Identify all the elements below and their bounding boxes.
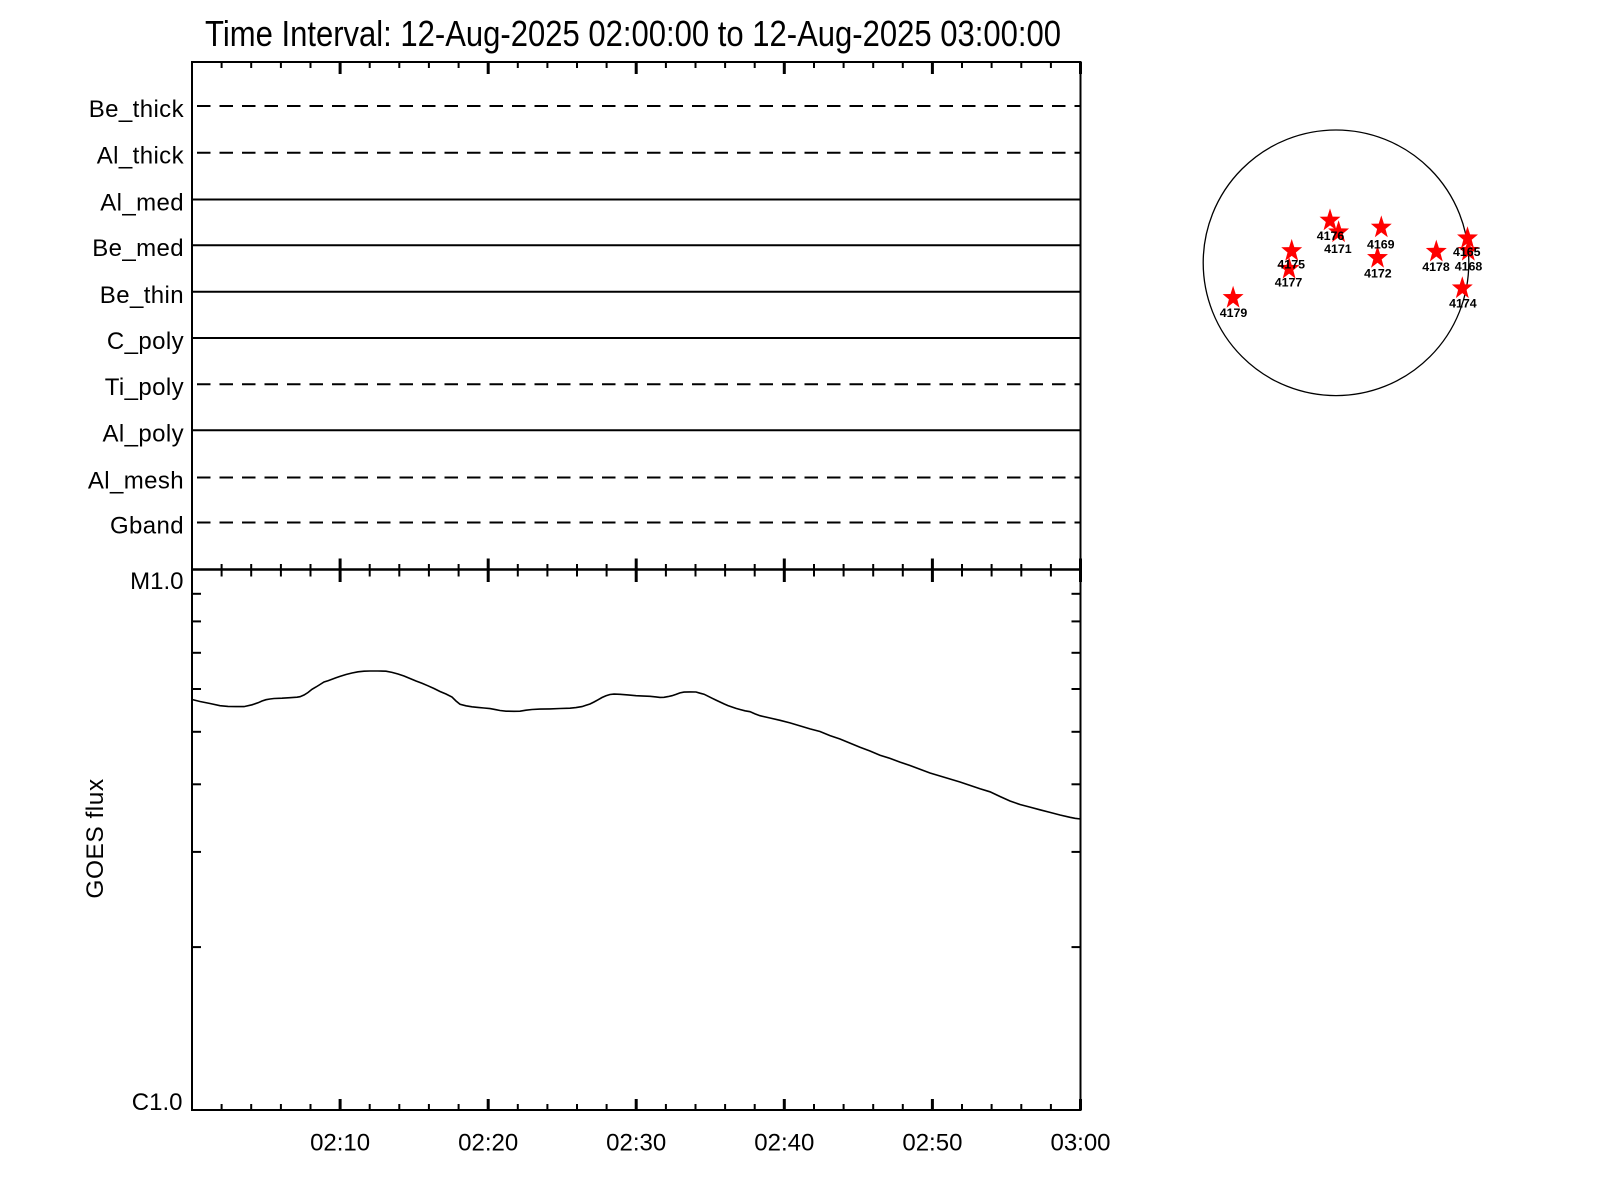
svg-text:C1.0: C1.0 [132,1089,183,1116]
svg-text:03:00: 03:00 [1050,1130,1110,1157]
svg-text:02:40: 02:40 [754,1130,814,1157]
svg-text:4174: 4174 [1449,296,1477,310]
svg-text:Be_thick: Be_thick [89,96,185,123]
svg-text:M1.0: M1.0 [130,568,183,595]
svg-text:4177: 4177 [1275,276,1303,290]
svg-text:4168: 4168 [1455,259,1483,273]
svg-text:4179: 4179 [1220,306,1248,320]
svg-text:02:30: 02:30 [606,1130,666,1157]
svg-text:Al_med: Al_med [100,190,184,217]
svg-text:Be_med: Be_med [92,235,184,262]
svg-text:4178: 4178 [1422,260,1450,274]
svg-text:GOES flux: GOES flux [82,778,109,898]
svg-text:Al_mesh: Al_mesh [88,468,184,495]
svg-text:02:50: 02:50 [902,1130,962,1157]
svg-text:Time Interval: 12-Aug-2025 02:: Time Interval: 12-Aug-2025 02:00:00 to 1… [205,15,1061,55]
svg-text:4175: 4175 [1277,258,1305,272]
svg-text:4169: 4169 [1367,238,1395,252]
svg-text:Be_thin: Be_thin [100,282,184,309]
svg-text:02:10: 02:10 [310,1130,370,1157]
svg-text:4165: 4165 [1453,245,1481,259]
svg-text:Ti_poly: Ti_poly [105,374,184,401]
svg-text:C_poly: C_poly [107,328,184,355]
svg-text:02:20: 02:20 [458,1130,518,1157]
svg-text:4172: 4172 [1364,267,1392,281]
svg-text:4176: 4176 [1317,229,1345,243]
svg-text:Al_thick: Al_thick [97,143,185,170]
svg-text:Gband: Gband [110,513,184,540]
svg-text:Al_poly: Al_poly [102,420,184,447]
svg-text:4171: 4171 [1324,242,1352,256]
